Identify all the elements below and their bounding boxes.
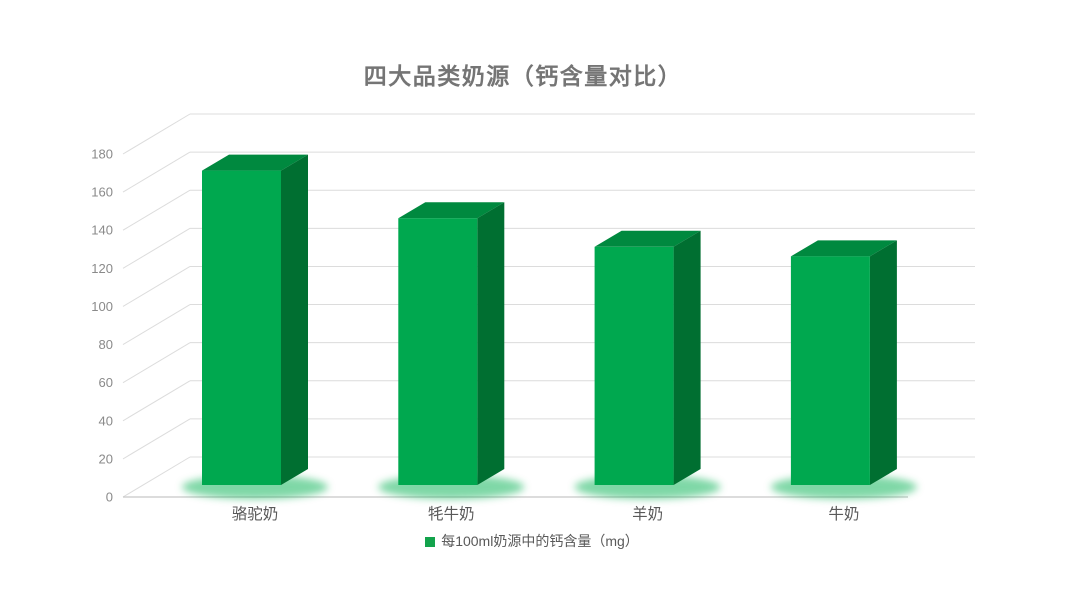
legend: 每100ml奶源中的钙含量（mg）: [0, 531, 1064, 551]
y-tick-label: 120: [91, 261, 113, 276]
bar-front-face: [398, 218, 478, 485]
grid-line-slant: [122, 227, 191, 269]
y-tick-label: 140: [91, 223, 113, 238]
y-tick-label: 100: [91, 299, 113, 314]
grid-line-slant: [122, 151, 191, 193]
grid-line-slant: [122, 266, 191, 307]
y-tick-label: 80: [99, 337, 113, 352]
bar-side-face: [673, 230, 701, 485]
legend-label: 每100ml奶源中的钙含量（mg）: [441, 533, 639, 549]
y-tick-label: 40: [99, 413, 113, 428]
grid-line-slant: [122, 304, 191, 345]
y-tick-label: 60: [99, 375, 113, 390]
y-tick-label: 0: [106, 490, 113, 505]
grid-line-slant: [122, 418, 191, 460]
bar-side-face: [477, 202, 505, 485]
grid-line-slant: [122, 342, 191, 384]
category-label: 牛奶: [828, 505, 859, 523]
category-label: 牦牛奶: [428, 505, 475, 523]
category-label: 骆驼奶: [232, 505, 279, 523]
legend-marker: [425, 536, 436, 547]
bar-side-face: [281, 154, 308, 486]
category-label: 羊奶: [632, 505, 663, 523]
bar-side-face: [869, 240, 897, 485]
grid-line-slant: [122, 189, 191, 231]
y-tick-label: 180: [91, 147, 113, 162]
bar-top-face: [594, 230, 701, 247]
y-tick-label: 160: [91, 185, 113, 200]
bar-front-face: [202, 170, 281, 486]
grid-line-slant: [122, 456, 191, 498]
bar-top-face: [790, 240, 897, 257]
y-tick-label: 20: [99, 451, 113, 466]
grid-line-slant: [122, 113, 191, 155]
bar-front-face: [790, 256, 870, 485]
chart-title: 四大品类奶源（钙含量对比）: [363, 63, 683, 89]
bar-top-face: [202, 154, 308, 171]
grid-line-slant: [122, 380, 191, 422]
bar-top-face: [398, 202, 505, 219]
bar-front-face: [594, 246, 674, 485]
